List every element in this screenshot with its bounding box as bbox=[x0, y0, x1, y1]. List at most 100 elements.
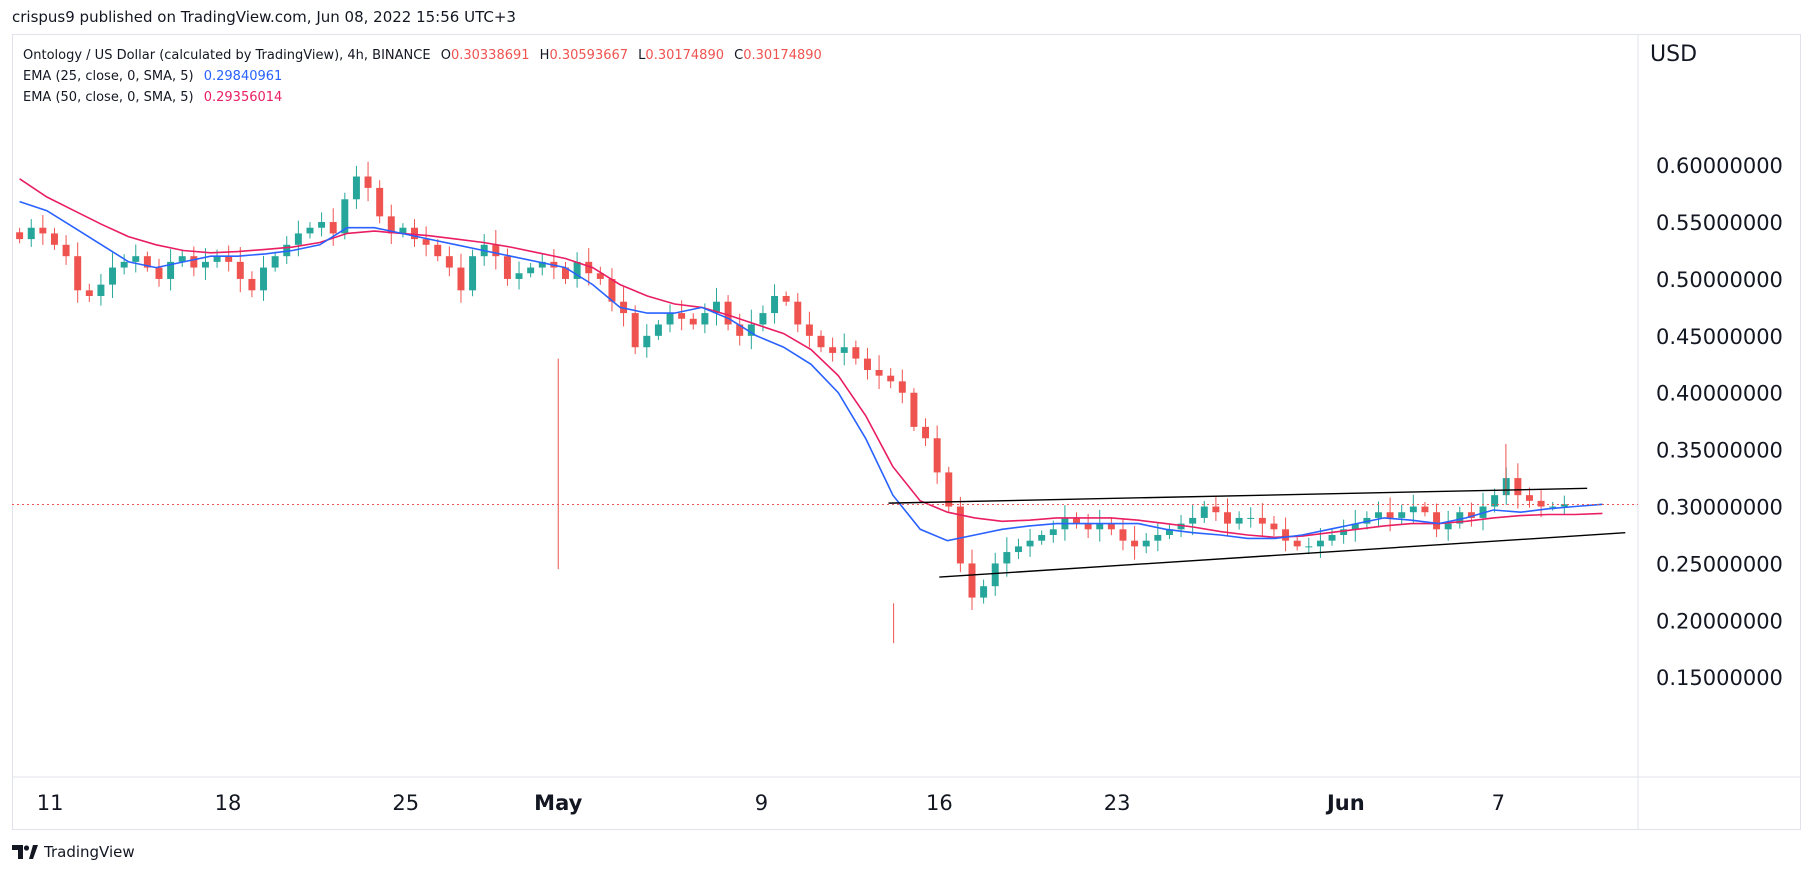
candle-body bbox=[1328, 534, 1336, 541]
candle-body bbox=[654, 324, 662, 336]
candle-body bbox=[1467, 512, 1475, 518]
candle-body bbox=[712, 301, 720, 314]
candle-body bbox=[434, 244, 442, 257]
candle-body bbox=[527, 267, 535, 274]
resistance-trendline bbox=[888, 487, 1588, 504]
currency-label: USD bbox=[1650, 42, 1698, 67]
date-tick-label: 16 bbox=[926, 791, 953, 815]
candle-body bbox=[213, 256, 221, 262]
price-tick-label: 0.30000000 bbox=[1656, 496, 1783, 520]
legend-ema25-row[interactable]: EMA (25, close, 0, SMA, 5) 0.29840961 bbox=[23, 66, 822, 87]
candle-body bbox=[109, 267, 117, 285]
price-tick-label: 0.50000000 bbox=[1656, 268, 1783, 292]
candle-body bbox=[852, 347, 860, 359]
candle-body bbox=[225, 256, 233, 262]
footer: TradingView bbox=[12, 843, 135, 861]
candle-body bbox=[352, 176, 360, 200]
candlestick-series bbox=[16, 161, 1568, 644]
candle-body bbox=[805, 324, 813, 336]
candle-body bbox=[1375, 512, 1382, 518]
price-tick-label: 0.35000000 bbox=[1656, 439, 1783, 463]
candle-body bbox=[1189, 517, 1197, 524]
candle-body bbox=[1038, 534, 1046, 541]
candle-body bbox=[132, 256, 140, 262]
ema25-label: EMA (25, close, 0, SMA, 5) bbox=[23, 69, 194, 84]
candle-body bbox=[898, 381, 906, 393]
price-tick-label: 0.20000000 bbox=[1656, 609, 1783, 633]
candle-body bbox=[306, 227, 314, 234]
candle-body bbox=[562, 267, 569, 279]
candle-body bbox=[1316, 540, 1324, 547]
ema50-line bbox=[19, 178, 1603, 539]
candle-body bbox=[1224, 512, 1231, 524]
candle-body bbox=[178, 256, 186, 262]
time-axis: 11 18 25 May 9 16 23 Jun 7 bbox=[37, 791, 1505, 815]
candle-body bbox=[1258, 517, 1266, 524]
candle-body bbox=[1421, 506, 1429, 513]
ema50-value: 0.29356014 bbox=[203, 90, 283, 105]
candle-body bbox=[1340, 529, 1348, 535]
candle-body bbox=[62, 244, 70, 257]
candle-body bbox=[1026, 540, 1034, 547]
candle-body bbox=[573, 261, 581, 279]
high-value: 0.30593667 bbox=[549, 48, 629, 63]
candle-body bbox=[445, 256, 453, 268]
legend-ema50-row[interactable]: EMA (50, close, 0, SMA, 5) 0.29356014 bbox=[23, 87, 822, 108]
candle-body bbox=[747, 324, 755, 336]
candle-body bbox=[27, 227, 35, 240]
candle-body bbox=[411, 227, 418, 240]
candle-body bbox=[422, 239, 430, 245]
chart-legend: Ontology / US Dollar (calculated by Trad… bbox=[23, 45, 822, 108]
close-value: 0.30174890 bbox=[743, 48, 822, 63]
low-label: L bbox=[638, 48, 646, 63]
candle-body bbox=[318, 222, 326, 228]
candle-body bbox=[887, 375, 895, 382]
candle-body bbox=[515, 273, 523, 279]
symbol-title: Ontology / US Dollar (calculated by Trad… bbox=[23, 48, 431, 63]
candle-body bbox=[329, 222, 337, 234]
candle-body bbox=[457, 267, 465, 291]
candle-body bbox=[968, 563, 976, 598]
candle-body bbox=[538, 261, 546, 268]
date-tick-label: 9 bbox=[755, 791, 768, 815]
candle-body bbox=[1433, 512, 1441, 530]
candle-body bbox=[701, 313, 709, 325]
candle-body bbox=[1235, 517, 1243, 524]
candle-body bbox=[294, 233, 302, 245]
low-value: 0.30174890 bbox=[645, 48, 724, 63]
ema50-label: EMA (50, close, 0, SMA, 5) bbox=[23, 90, 194, 105]
candle-body bbox=[1386, 512, 1394, 518]
candle-body bbox=[1282, 529, 1290, 541]
candle-body bbox=[782, 296, 790, 302]
trendlines bbox=[888, 487, 1626, 578]
candle-body bbox=[689, 318, 697, 325]
candle-body bbox=[922, 426, 930, 439]
candle-body bbox=[155, 267, 163, 279]
candle-body bbox=[1560, 504, 1568, 507]
candle-body bbox=[910, 392, 918, 427]
price-tick-label: 0.45000000 bbox=[1656, 325, 1783, 349]
tradingview-logo-icon bbox=[12, 845, 38, 859]
candle-body bbox=[945, 472, 953, 507]
candle-body bbox=[1444, 523, 1452, 530]
candle-body bbox=[1073, 517, 1081, 524]
candle-body bbox=[933, 438, 941, 473]
candle-body bbox=[794, 301, 802, 325]
candle-body bbox=[1247, 517, 1255, 519]
publisher-credit: crispus9 published on TradingView.com, J… bbox=[12, 8, 516, 26]
date-tick-label: 23 bbox=[1104, 791, 1131, 815]
price-tick-label: 0.25000000 bbox=[1656, 552, 1783, 576]
candle-body bbox=[85, 290, 93, 297]
candle-body bbox=[1549, 506, 1557, 508]
candle-body bbox=[666, 313, 674, 325]
candle-body bbox=[376, 187, 384, 217]
candle-body bbox=[1165, 529, 1173, 535]
candle-body bbox=[771, 296, 779, 314]
candle-body bbox=[74, 256, 82, 291]
candle-body bbox=[1142, 540, 1150, 547]
candle-body bbox=[236, 261, 244, 279]
candle-body bbox=[1212, 506, 1220, 513]
candle-body bbox=[469, 256, 477, 291]
date-tick-label: 18 bbox=[215, 791, 242, 815]
